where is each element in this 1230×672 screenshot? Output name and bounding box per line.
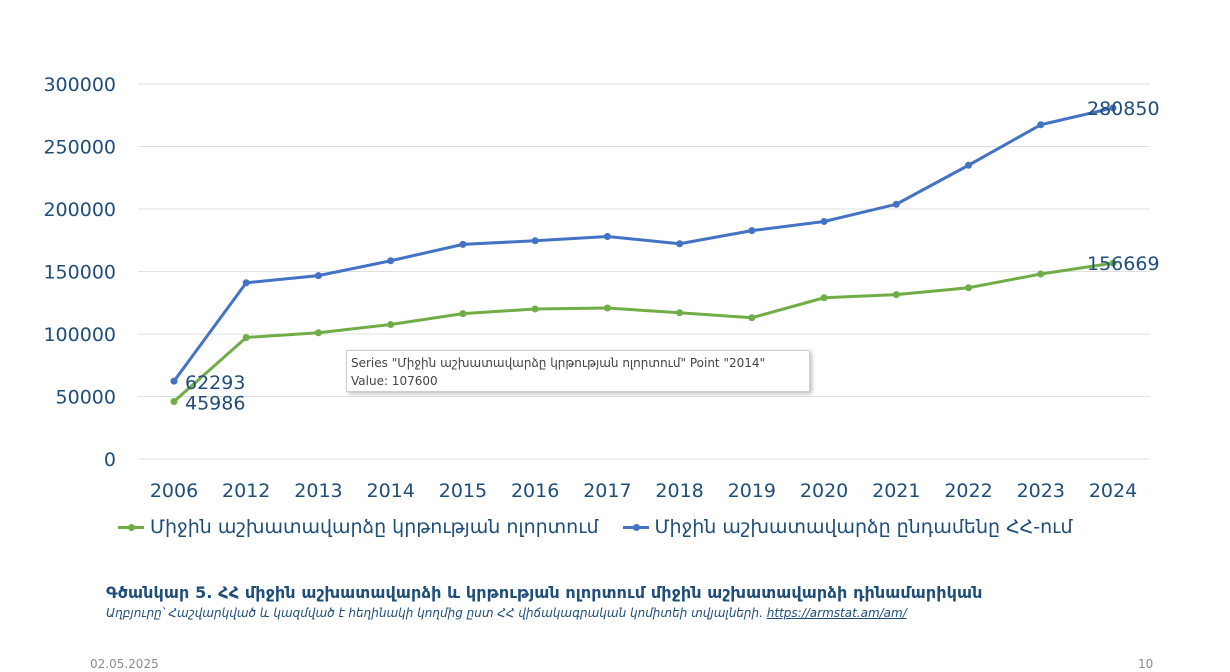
- x-tick-label: 2024: [1089, 480, 1137, 502]
- y-tick-label: 50000: [56, 387, 116, 409]
- x-tick-label: 2022: [944, 480, 992, 502]
- data-point: [459, 240, 467, 248]
- legend-swatch-total: [622, 523, 649, 531]
- data-point: [1109, 259, 1117, 267]
- data-label: 45986: [185, 393, 245, 415]
- source-link[interactable]: https://armstat.am/am/: [766, 606, 907, 620]
- legend-label-education: Միջին աշխատավարձը կրթության ոլորտում: [150, 516, 599, 538]
- y-tick-label: 300000: [43, 74, 116, 96]
- data-point: [242, 334, 250, 341]
- data-label: 156669: [1087, 253, 1160, 275]
- source-text: Աղբյուրը՝ Հաշվարկված և կազմված է հեղինակ…: [106, 606, 763, 620]
- data-point: [531, 305, 539, 313]
- figure-caption: Գծանկար 5. ՀՀ միջին աշխատավարձի և կրթութ…: [106, 583, 983, 602]
- legend-swatch-education: [118, 523, 144, 531]
- data-point: [603, 233, 611, 240]
- legend-item-education[interactable]: Միջին աշխատավարձը կրթության ոլորտում: [118, 516, 599, 538]
- x-tick-label: 2006: [150, 480, 198, 502]
- data-point: [965, 284, 973, 292]
- tooltip-value-line: Value: 107600: [351, 374, 438, 388]
- data-point: [1109, 104, 1117, 112]
- data-point: [387, 321, 395, 328]
- data-label: 280850: [1087, 98, 1160, 120]
- series-line: [173, 261, 1114, 403]
- x-tick-label: 2014: [367, 480, 415, 502]
- data-point: [820, 294, 828, 302]
- x-tick-label: 2013: [294, 480, 342, 502]
- data-point: [676, 240, 684, 248]
- slide-page-number: 10: [1138, 657, 1154, 671]
- data-point: [748, 314, 756, 322]
- x-tick-label: 2020: [800, 480, 848, 502]
- slide-date: 02.05.2025: [90, 657, 159, 671]
- chart-legend: Միջին աշխատավարձը կրթության ոլորտում Միջ…: [118, 516, 1072, 538]
- legend-item-total[interactable]: Միջին աշխատավարձը ընդամենը ՀՀ-ում: [622, 516, 1073, 538]
- x-tick-label: 2016: [511, 480, 559, 502]
- data-point: [676, 309, 684, 317]
- data-point: [603, 304, 611, 312]
- data-point: [531, 237, 539, 245]
- data-point: [892, 200, 900, 208]
- x-tick-label: 2015: [439, 480, 487, 502]
- data-point: [314, 272, 322, 280]
- y-tick-label: 250000: [43, 137, 116, 159]
- y-tick-label: 150000: [43, 262, 116, 284]
- legend-label-total: Միջին աշխատավարձը ընդամենը ՀՀ-ում: [654, 516, 1073, 538]
- data-point: [387, 257, 395, 265]
- x-tick-label: 2018: [655, 480, 703, 502]
- y-tick-label: 0: [104, 449, 116, 471]
- x-tick-label: 2023: [1017, 480, 1065, 502]
- tooltip-series-line: Series "Միջին աշխատավարձը կրթության ոլոր…: [351, 356, 766, 370]
- data-point: [314, 329, 322, 337]
- data-point: [965, 161, 973, 169]
- data-point: [170, 398, 178, 406]
- data-point: [892, 291, 900, 299]
- y-tick-label: 200000: [43, 199, 116, 221]
- figure-source: Աղբյուրը՝ Հաշվարկված և կազմված է հեղինակ…: [106, 606, 907, 620]
- data-point: [820, 218, 828, 225]
- y-tick-label: 100000: [43, 324, 116, 346]
- data-point: [1037, 121, 1045, 129]
- x-tick-label: 2017: [583, 480, 631, 502]
- data-point: [1037, 270, 1045, 278]
- data-point: [748, 227, 756, 235]
- chart-tooltip: Series "Միջին աշխատավարձը կրթության ոլոր…: [346, 350, 810, 392]
- data-point: [242, 279, 250, 287]
- x-tick-label: 2019: [728, 480, 776, 502]
- series-line: [172, 106, 1114, 383]
- data-point: [170, 377, 178, 385]
- x-tick-label: 2021: [872, 480, 920, 502]
- data-label: 62293: [185, 372, 245, 394]
- x-tick-label: 2012: [222, 480, 270, 502]
- data-point: [459, 310, 467, 318]
